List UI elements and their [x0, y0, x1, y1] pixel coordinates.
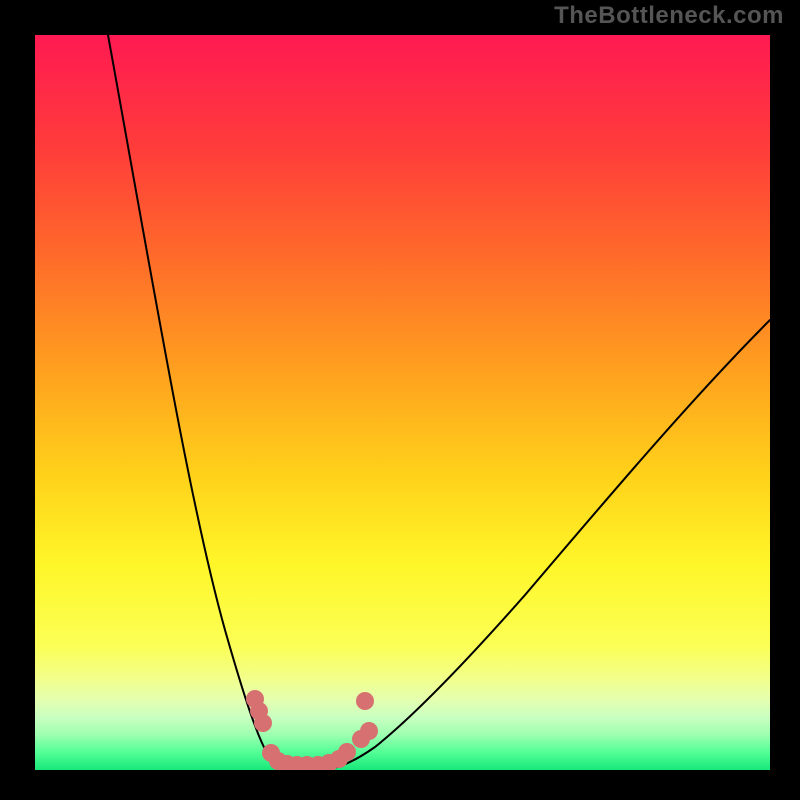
- curve-layer: [35, 35, 770, 770]
- chart-container: TheBottleneck.com: [0, 0, 800, 800]
- watermark-text: TheBottleneck.com: [554, 2, 784, 30]
- data-point: [338, 743, 356, 761]
- data-point: [360, 722, 378, 740]
- bottleneck-curve: [327, 320, 770, 769]
- bottleneck-curve: [108, 35, 286, 770]
- data-point: [254, 714, 272, 732]
- data-point: [356, 692, 374, 710]
- plot-area: [35, 35, 770, 770]
